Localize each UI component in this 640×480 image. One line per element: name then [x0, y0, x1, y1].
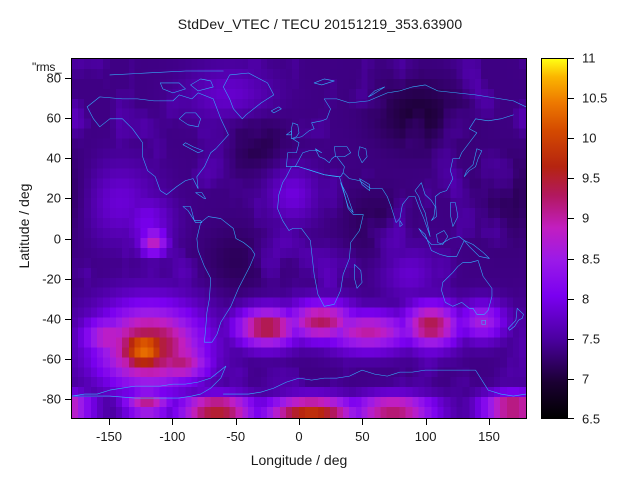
colorbar-tick-mark — [568, 418, 574, 419]
x-tick-mark — [426, 419, 427, 425]
colorbar-tick-label: 6.5 — [582, 411, 601, 427]
y-tick-label: 0 — [53, 231, 61, 246]
x-tick-label: -100 — [159, 429, 186, 444]
colorbar-tick-label: 8.5 — [582, 251, 601, 267]
colorbar-tick-mark — [568, 379, 574, 380]
colorbar-tick-label: 9.5 — [582, 170, 601, 186]
heatmap-plot-area[interactable] — [71, 58, 527, 419]
x-axis-title: Longitude / deg — [250, 452, 348, 468]
colorbar-tick-mark — [568, 299, 574, 300]
x-tick-label: 100 — [414, 429, 437, 444]
x-tick-mark — [489, 419, 490, 425]
y-tick-label: -40 — [42, 311, 61, 327]
colorbar-tick-mark — [568, 98, 574, 99]
colorbar-tick-mark — [568, 259, 574, 260]
y-tick-mark — [65, 158, 71, 159]
colorbar-tick-label: 10 — [582, 130, 597, 146]
y-tick-label: -60 — [42, 351, 61, 367]
x-tick-mark — [236, 419, 237, 425]
x-tick-label: 50 — [355, 429, 370, 444]
colorbar-tick-label: 9 — [582, 210, 590, 226]
y-tick-label: 60 — [46, 110, 61, 126]
x-tick-mark — [299, 419, 300, 425]
y-tick-mark — [65, 78, 71, 79]
colorbar-tick-label: 7.5 — [582, 331, 601, 347]
x-tick-mark — [109, 419, 110, 425]
x-tick-label: 150 — [478, 429, 500, 444]
y-tick-mark — [65, 359, 71, 360]
x-tick-label: -150 — [95, 429, 123, 444]
stray-axis-label-artifact: "rms_ — [32, 60, 62, 74]
colorbar-tick-label: 7 — [582, 371, 590, 387]
colorbar-tick-mark — [568, 178, 574, 179]
y-tick-mark — [65, 118, 71, 119]
y-tick-label: -20 — [42, 271, 61, 287]
colorbar-gradient — [542, 59, 567, 418]
colorbar-tick-mark — [568, 58, 574, 59]
colorbar-tick-label: 10.5 — [582, 90, 608, 106]
colorbar-tick-mark — [568, 138, 574, 139]
y-tick-mark — [65, 319, 71, 320]
y-tick-mark — [65, 198, 71, 199]
page-title: StdDev_VTEC / TECU 20151219_353.63900 — [177, 16, 463, 32]
colorbar-tick-label: 11 — [582, 50, 596, 66]
colorbar-tick-mark — [568, 339, 574, 340]
coastline-overlay — [72, 59, 526, 418]
y-tick-mark — [65, 399, 71, 400]
y-tick-label: -80 — [42, 391, 61, 407]
x-tick-mark — [172, 419, 173, 425]
y-tick-label: 80 — [46, 70, 61, 86]
colorbar[interactable] — [541, 58, 568, 419]
y-tick-mark — [65, 239, 71, 240]
y-tick-label: 20 — [46, 190, 61, 206]
y-tick-label: 40 — [46, 150, 61, 166]
colorbar-tick-label: 8 — [582, 291, 590, 307]
y-tick-mark — [65, 279, 71, 280]
x-tick-label: -50 — [226, 429, 246, 444]
x-tick-mark — [362, 419, 363, 425]
colorbar-tick-mark — [568, 218, 574, 219]
x-tick-label: 0 — [295, 429, 303, 444]
